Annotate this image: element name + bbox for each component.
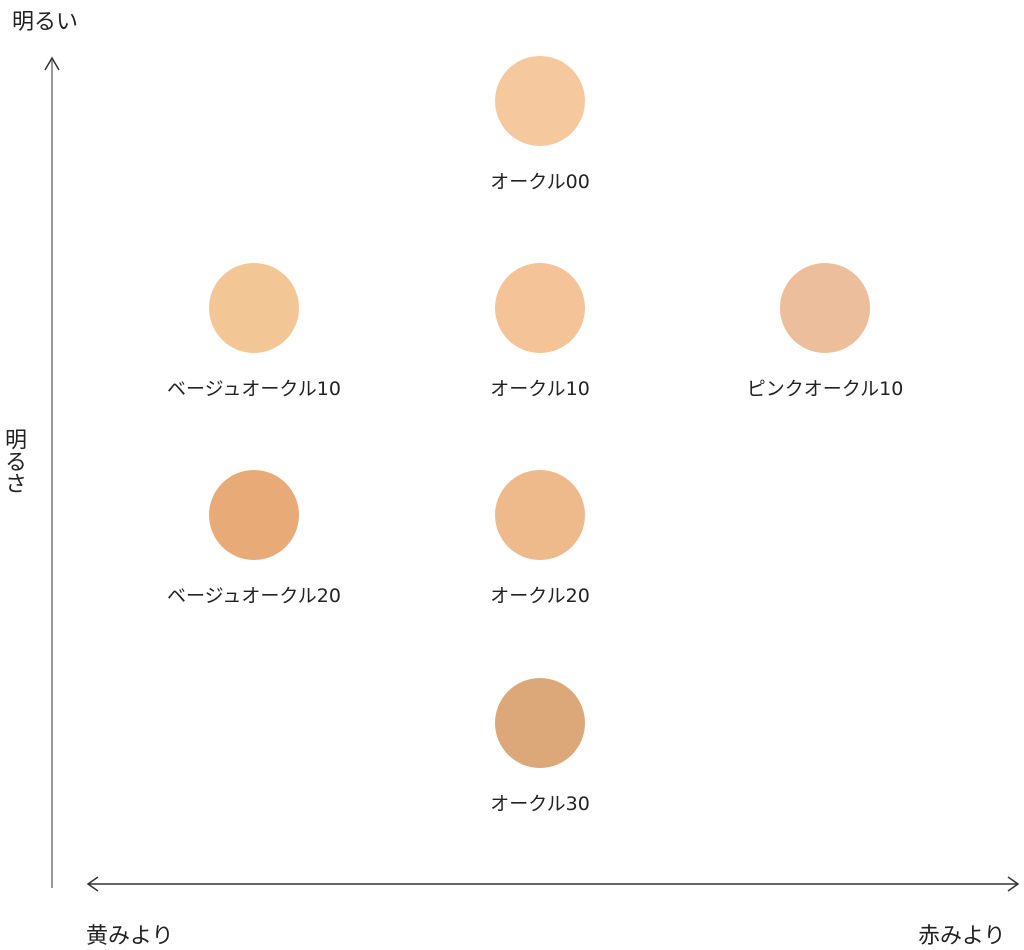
shade-label: ベージュオークル10 [167, 378, 341, 400]
shade-label: オークル20 [490, 585, 590, 607]
shade-swatch [495, 678, 585, 768]
shade-label: ピンクオークル10 [746, 378, 904, 400]
shade-swatch [209, 470, 299, 560]
y-axis-top-label: 明るい [12, 10, 79, 35]
x-axis-right-arrow-icon [1007, 876, 1020, 892]
x-axis-right-label: 赤みより [918, 924, 1006, 949]
x-axis-left-label: 黄みより [86, 924, 174, 949]
shade-swatch [780, 263, 870, 353]
shade-label: オークル00 [490, 171, 590, 193]
shade-swatch [495, 263, 585, 353]
y-axis-label: 明るさ [1, 428, 26, 494]
shade-swatch [495, 470, 585, 560]
x-axis-left-arrow-icon [86, 876, 99, 892]
shade-label: ベージュオークル20 [167, 585, 341, 607]
shade-label: オークル30 [490, 793, 590, 815]
shade-swatch [209, 263, 299, 353]
shade-swatch [495, 56, 585, 146]
y-axis-arrow-icon [44, 56, 60, 71]
shade-label: オークル10 [490, 378, 590, 400]
